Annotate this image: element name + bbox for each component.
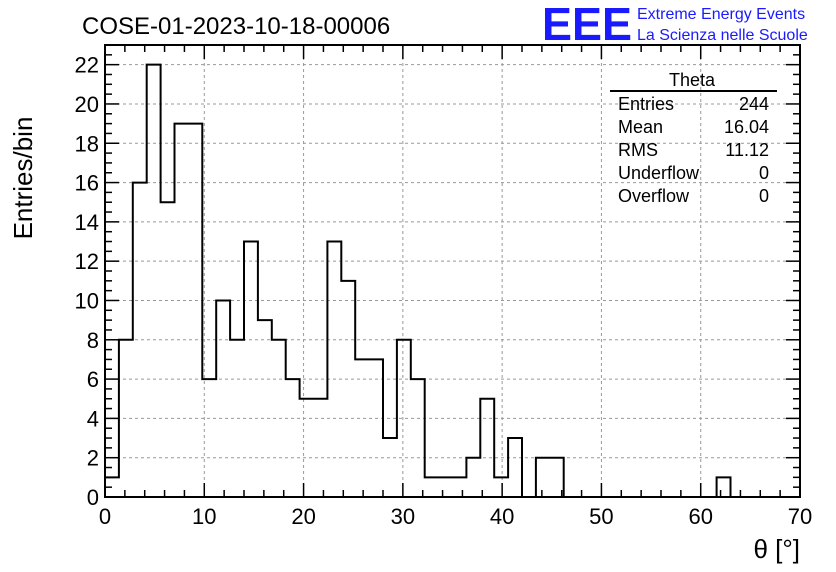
x-tick-label: 20: [291, 504, 315, 529]
x-tick-label: 70: [788, 504, 812, 529]
y-tick-label: 6: [87, 367, 99, 392]
y-tick-label: 2: [87, 446, 99, 471]
y-tick-label: 12: [75, 249, 99, 274]
y-tick-label: 16: [75, 171, 99, 196]
eee-logo-mark: EEE: [542, 0, 632, 50]
plot-frame: [104, 44, 801, 498]
stats-rows: Entries 244 Mean 16.04 RMS 11.12 Underflow 0 Ove…: [618, 94, 769, 206]
logo-line-2: La Scienza nelle Scuole: [637, 27, 808, 44]
stats-row-label: Overflow: [618, 186, 690, 206]
y-tick-label: 4: [87, 406, 99, 431]
stats-row-value: 16.04: [724, 117, 769, 137]
stats-row-label: Entries: [618, 94, 674, 114]
y-tick-label: 18: [75, 131, 99, 156]
x-tick-label: 50: [589, 504, 613, 529]
x-tick-label: 60: [688, 504, 712, 529]
y-axis-label: Entries/bin: [8, 117, 38, 240]
stats-box: Theta Entries 244 Mean 16.04 RMS 11.12 Underfl…: [610, 70, 777, 206]
x-axis-label: θ [°]: [753, 534, 800, 564]
stats-row-value: 244: [739, 94, 769, 114]
y-tick-label: 14: [75, 210, 99, 235]
stats-row-label: Mean: [618, 117, 663, 137]
chart-title: COSE-01-2023-10-18-00006: [82, 13, 390, 40]
y-tick-label: 8: [87, 328, 99, 353]
stats-row-value: 0: [759, 163, 769, 183]
y-tick-label: 20: [75, 92, 99, 117]
stats-title: Theta: [669, 70, 716, 90]
ticks-layer: [104, 44, 801, 498]
y-tick-label: 0: [87, 485, 99, 510]
tick-labels-layer: 0 10 20 30 40 50 60 70 0 2 4 6 8 10 12 14 16 18 20 22: [75, 53, 813, 529]
x-tick-label: 40: [490, 504, 514, 529]
x-tick-label: 30: [391, 504, 415, 529]
y-tick-label: 10: [75, 288, 99, 313]
x-tick-label: 10: [192, 504, 216, 529]
grid-layer: [105, 45, 800, 497]
stats-row-value: 11.12: [725, 140, 769, 160]
x-tick-label: 0: [99, 504, 111, 529]
y-tick-label: 22: [75, 53, 99, 78]
stats-row-label: Underflow: [618, 163, 700, 183]
logo-line-1: Extreme Energy Events: [637, 6, 805, 23]
histogram-outline: [104, 63, 800, 498]
stats-row-value: 0: [759, 186, 769, 206]
stats-row-label: RMS: [618, 140, 658, 160]
